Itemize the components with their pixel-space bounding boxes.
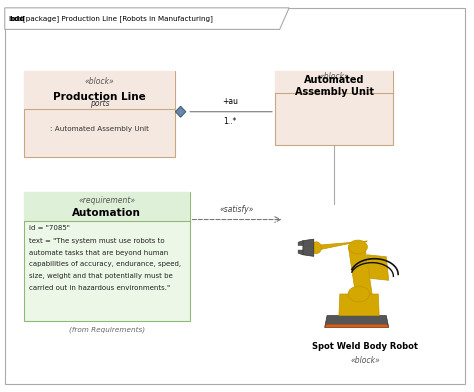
FancyBboxPatch shape [24, 192, 190, 221]
FancyBboxPatch shape [275, 71, 393, 93]
Polygon shape [348, 247, 372, 294]
Ellipse shape [348, 240, 367, 254]
Text: Automated
Assembly Unit: Automated Assembly Unit [295, 75, 374, 96]
FancyBboxPatch shape [275, 71, 393, 145]
Text: Spot Weld Body Robot: Spot Weld Body Robot [312, 343, 418, 351]
Text: «requirement»: «requirement» [78, 196, 135, 205]
Text: 1..*: 1..* [224, 117, 237, 126]
Text: «block»: «block» [85, 77, 114, 86]
Polygon shape [175, 106, 186, 117]
Text: +au: +au [222, 98, 238, 106]
Polygon shape [5, 8, 289, 29]
FancyBboxPatch shape [24, 192, 190, 321]
Text: «block»: «block» [350, 356, 380, 365]
Text: Production Line: Production Line [53, 92, 146, 102]
Polygon shape [298, 250, 303, 255]
Polygon shape [318, 241, 367, 250]
Text: carried out in hazardous environments.": carried out in hazardous environments." [29, 285, 171, 291]
Text: ports: ports [90, 99, 109, 108]
Polygon shape [367, 255, 389, 280]
Text: (from Requirements): (from Requirements) [69, 327, 145, 333]
Text: size, weight and that potentially must be: size, weight and that potentially must b… [29, 273, 173, 279]
Text: capabilities of accuracy, endurance, speed,: capabilities of accuracy, endurance, spe… [29, 261, 182, 267]
Text: «satisfy»: «satisfy» [220, 205, 254, 214]
Text: bdd[package] Production Line [Robots in Manufacturing]: bdd[package] Production Line [Robots in … [9, 15, 213, 22]
Text: text = "The system must use robots to: text = "The system must use robots to [29, 238, 165, 244]
Polygon shape [339, 294, 379, 316]
Polygon shape [325, 316, 389, 327]
Polygon shape [325, 324, 389, 327]
Text: id = "7085": id = "7085" [29, 225, 70, 231]
Text: : Automated Assembly Unit: : Automated Assembly Unit [50, 126, 149, 132]
Text: Automation: Automation [72, 208, 141, 218]
FancyBboxPatch shape [5, 8, 465, 384]
FancyBboxPatch shape [24, 71, 175, 157]
Polygon shape [303, 239, 314, 256]
Ellipse shape [311, 242, 321, 254]
Text: bdd: bdd [9, 16, 25, 22]
Ellipse shape [348, 286, 370, 302]
Text: «block»: «block» [319, 72, 349, 81]
FancyBboxPatch shape [24, 71, 175, 109]
Polygon shape [298, 241, 303, 245]
Text: automate tasks that are beyond human: automate tasks that are beyond human [29, 250, 169, 256]
